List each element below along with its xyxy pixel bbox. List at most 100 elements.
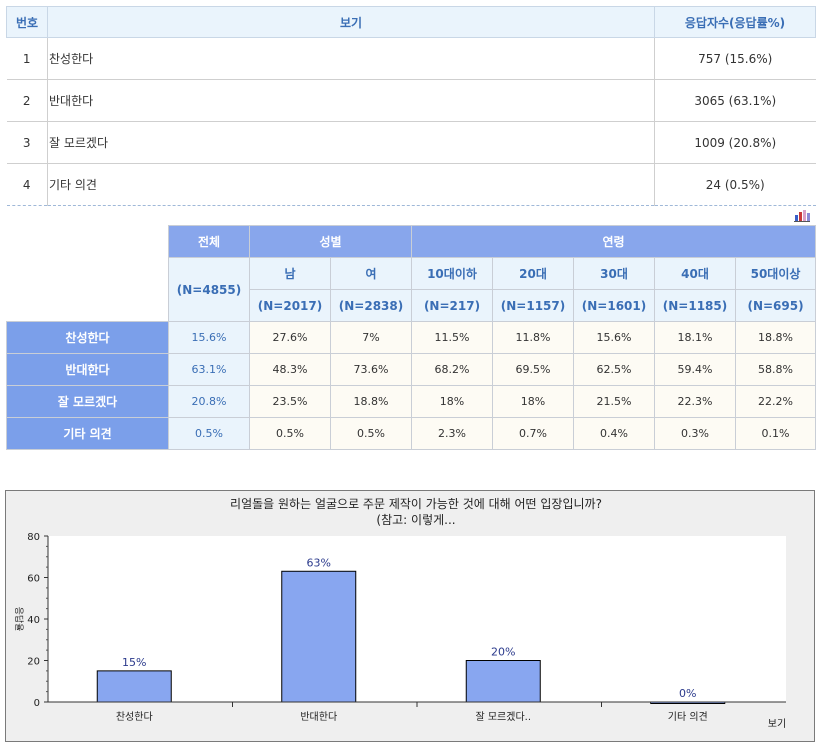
bar-value-label: 0% — [679, 687, 696, 700]
cell-value: 11.5% — [411, 321, 493, 354]
x-tick-label: 반대한다 — [300, 711, 337, 723]
bar-chart: 리얼돌을 원하는 얼굴으로 주문 제작이 가능한 것에 대해 어떤 입장입니까?… — [13, 497, 786, 730]
cell-value: 22.3% — [654, 385, 736, 418]
chart-title: 리얼돌을 원하는 얼굴으로 주문 제작이 가능한 것에 대해 어떤 입장입니까? — [230, 497, 602, 511]
y-tick-label: 0 — [34, 698, 40, 709]
bar-value-label: 15% — [122, 656, 146, 669]
cell-value: 22.2% — [734, 385, 817, 418]
y-tick-label: 80 — [27, 532, 40, 543]
gender-group-header: 성별 — [249, 225, 412, 258]
bar-value-label: 63% — [307, 556, 331, 569]
cell-value: 0.3% — [654, 417, 736, 450]
cell-value: 11.8% — [492, 321, 574, 354]
x-tick-label: 기타 의견 — [668, 711, 708, 723]
row-number: 2 — [6, 79, 48, 122]
column-n: (N=1157) — [492, 289, 574, 322]
cell-value: 48.3% — [249, 353, 331, 386]
crosstab-data-row: 찬성한다 15.6% 27.6% 7% 11.5% 11.8% 15.6% 18… — [6, 321, 817, 354]
header-no: 번호 — [6, 6, 48, 38]
row-label: 반대한다 — [6, 353, 169, 386]
cell-value: 69.5% — [492, 353, 574, 386]
y-tick-label: 20 — [27, 657, 40, 668]
column-n: (N=217) — [411, 289, 493, 322]
cell-value: 7% — [330, 321, 412, 354]
cell-value: 58.8% — [734, 353, 817, 386]
row-number: 4 — [6, 163, 48, 206]
row-option: 반대한다 — [47, 79, 655, 122]
header-count: 응답자수(응답률%) — [654, 6, 816, 38]
cell-value: 59.4% — [654, 353, 736, 386]
bar — [465, 660, 541, 703]
cell-value: 18.8% — [734, 321, 817, 354]
crosstab-data-row: 반대한다 63.1% 48.3% 73.6% 68.2% 69.5% 62.5%… — [6, 353, 817, 386]
summary-table: 번호 보기 응답자수(응답률%) 1 찬성한다 757 (15.6%) 2 반대… — [6, 6, 816, 206]
cell-value: 23.5% — [249, 385, 331, 418]
summary-row: 4 기타 의견 24 (0.5%) — [6, 163, 816, 206]
cell-value: 0.4% — [573, 417, 655, 450]
x-axis-title: 보기 — [768, 718, 786, 730]
header-option: 보기 — [47, 6, 655, 38]
bar — [281, 570, 357, 703]
column-n: (N=2017) — [249, 289, 331, 322]
row-count: 24 (0.5%) — [654, 163, 816, 206]
column-label: 30대 — [573, 257, 655, 290]
crosstab-data-row: 기타 의견 0.5% 0.5% 0.5% 2.3% 0.7% 0.4% 0.3%… — [6, 417, 817, 450]
row-number: 1 — [6, 37, 48, 80]
chart-panel: 리얼돌을 원하는 얼굴으로 주문 제작이 가능한 것에 대해 어떤 입장입니까?… — [5, 490, 815, 742]
row-number: 3 — [6, 121, 48, 164]
row-label: 잘 모르겠다 — [6, 385, 169, 418]
cell-value: 0.5% — [330, 417, 412, 450]
cell-value: 0.5% — [249, 417, 331, 450]
column-n: (N=2838) — [330, 289, 412, 322]
row-label: 찬성한다 — [6, 321, 169, 354]
cell-value: 18.1% — [654, 321, 736, 354]
column-label: 남 — [249, 257, 331, 290]
corner-blank — [6, 225, 169, 322]
column-n: (N=695) — [734, 289, 817, 322]
row-count: 1009 (20.8%) — [654, 121, 816, 164]
summary-header-row: 번호 보기 응답자수(응답률%) — [6, 6, 816, 38]
summary-row: 2 반대한다 3065 (63.1%) — [6, 79, 816, 122]
y-tick-label: 60 — [27, 574, 40, 585]
cell-value: 62.5% — [573, 353, 655, 386]
crosstab-group-row: 전체 성별 연령 — [6, 225, 817, 322]
column-label: 여 — [330, 257, 412, 290]
crosstab-data-row: 잘 모르겠다 20.8% 23.5% 18.8% 18% 18% 21.5% 2… — [6, 385, 817, 418]
cell-value: 0.7% — [492, 417, 574, 450]
row-option: 찬성한다 — [47, 37, 655, 80]
cell-value: 0.1% — [734, 417, 817, 450]
total-value: 20.8% — [168, 385, 250, 418]
row-count: 757 (15.6%) — [654, 37, 816, 80]
crosstab-table: 전체 성별 연령 (N=4855) 남 여 10대이하 20대 30대 40대 … — [6, 225, 817, 450]
cell-value: 18.8% — [330, 385, 412, 418]
row-option: 기타 의견 — [47, 163, 655, 206]
total-value: 15.6% — [168, 321, 250, 354]
bar-value-label: 20% — [491, 646, 515, 659]
column-label: 20대 — [492, 257, 574, 290]
cell-value: 73.6% — [330, 353, 412, 386]
total-n: (N=4855) — [168, 257, 250, 322]
cell-value: 18% — [492, 385, 574, 418]
y-tick-label: 40 — [27, 615, 40, 626]
cell-value: 68.2% — [411, 353, 493, 386]
total-value: 63.1% — [168, 353, 250, 386]
crosstab-column-row: (N=4855) 남 여 10대이하 20대 30대 40대 50대이상 — [7, 257, 817, 322]
column-n: (N=1601) — [573, 289, 655, 322]
cell-value: 27.6% — [249, 321, 331, 354]
bar-chart-icon[interactable] — [793, 208, 811, 222]
total-value: 0.5% — [168, 417, 250, 450]
column-label: 40대 — [654, 257, 736, 290]
crosstab-n-row: (N=2017) (N=2838) (N=217) (N=1157) (N=16… — [7, 289, 817, 322]
x-tick-label: 찬성한다 — [116, 711, 153, 723]
y-axis-title: 응답율 — [13, 607, 25, 632]
column-label: 10대이하 — [411, 257, 493, 290]
summary-row: 1 찬성한다 757 (15.6%) — [6, 37, 816, 80]
cell-value: 21.5% — [573, 385, 655, 418]
age-group-header: 연령 — [410, 225, 817, 258]
cell-value: 15.6% — [573, 321, 655, 354]
row-option: 잘 모르겠다 — [47, 121, 655, 164]
column-label: 50대이상 — [734, 257, 817, 290]
cell-value: 2.3% — [411, 417, 493, 450]
cell-value: 18% — [411, 385, 493, 418]
x-tick-label: 잘 모르겠다.. — [475, 711, 531, 723]
